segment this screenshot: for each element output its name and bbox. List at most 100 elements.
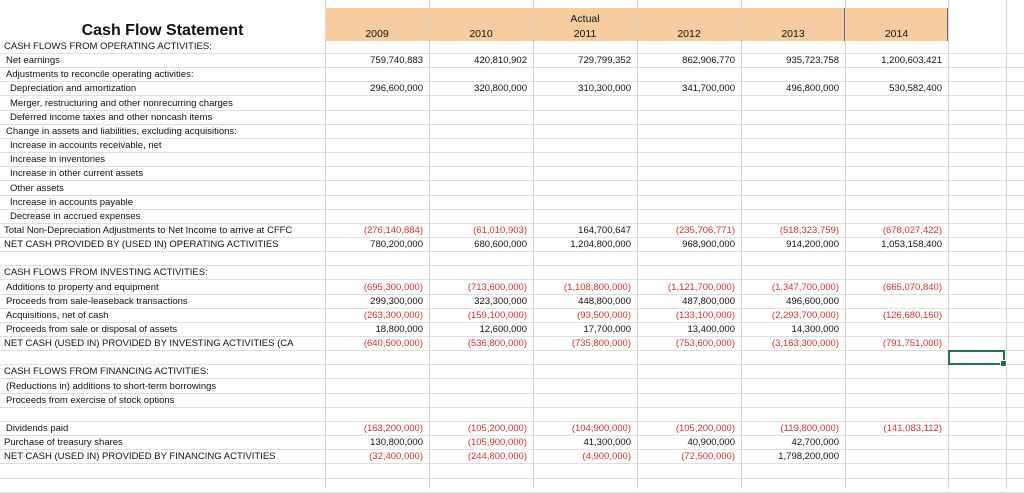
row-label[interactable]: Proceeds from exercise of stock options <box>6 394 175 406</box>
value-cell[interactable] <box>429 394 533 408</box>
value-cell[interactable] <box>325 210 429 224</box>
value-cell[interactable]: 496,800,000 <box>786 83 839 95</box>
value-cell[interactable] <box>429 365 533 379</box>
value-cell[interactable] <box>325 153 429 167</box>
value-cell[interactable] <box>637 111 741 125</box>
row-label[interactable]: Increase in accounts receivable, net <box>10 140 162 152</box>
value-cell[interactable]: 13,400,000 <box>687 324 735 335</box>
value-cell[interactable] <box>429 125 533 139</box>
value-cell[interactable] <box>429 465 533 479</box>
value-cell[interactable] <box>637 351 741 365</box>
value-cell[interactable] <box>637 167 741 181</box>
value-cell[interactable] <box>325 351 429 365</box>
value-cell[interactable] <box>741 111 845 125</box>
row-label[interactable]: NET CASH PROVIDED BY (USED IN) OPERATING… <box>4 239 279 251</box>
value-cell[interactable] <box>533 40 637 54</box>
row-label[interactable]: Proceeds from sale-leaseback transaction… <box>6 295 188 307</box>
value-cell[interactable] <box>325 380 429 394</box>
value-cell[interactable] <box>637 68 741 82</box>
row-label[interactable]: Additions to property and equipment <box>6 281 159 293</box>
value-cell[interactable] <box>533 266 637 280</box>
year-header-2011[interactable]: 2011 <box>573 28 597 40</box>
value-cell[interactable] <box>429 167 533 181</box>
row-label[interactable]: Increase in other current assets <box>10 168 144 180</box>
value-cell[interactable] <box>429 351 533 365</box>
value-cell[interactable] <box>429 40 533 54</box>
value-cell[interactable] <box>533 479 637 493</box>
value-cell[interactable] <box>637 40 741 54</box>
selected-cell[interactable] <box>948 350 1007 367</box>
value-cell[interactable]: (1,121,700,000) <box>667 281 735 293</box>
value-cell[interactable] <box>429 139 533 153</box>
row-label[interactable]: CASH FLOWS FROM FINANCING ACTIVITIES: <box>4 366 209 378</box>
value-cell[interactable]: 968,900,000 <box>682 239 735 251</box>
value-cell[interactable]: 323,300,000 <box>474 295 527 307</box>
row-label[interactable]: Dividends paid <box>6 423 69 435</box>
row-label[interactable]: Decrease in accrued expenses <box>10 210 141 222</box>
value-cell[interactable]: (126,680,160) <box>882 309 942 321</box>
value-cell[interactable] <box>741 182 845 196</box>
value-cell[interactable]: 341,700,000 <box>682 83 735 95</box>
value-cell[interactable] <box>325 97 429 111</box>
row-label[interactable]: Other assets <box>10 182 64 194</box>
value-cell[interactable] <box>429 252 533 266</box>
value-cell[interactable] <box>845 252 948 266</box>
value-cell[interactable] <box>845 196 948 210</box>
value-cell[interactable]: (263,300,000) <box>363 309 423 321</box>
value-cell[interactable] <box>533 139 637 153</box>
row-label[interactable]: CASH FLOWS FROM INVESTING ACTIVITIES: <box>4 267 208 279</box>
value-cell[interactable] <box>533 408 637 422</box>
value-cell[interactable] <box>845 111 948 125</box>
value-cell[interactable]: 310,300,000 <box>578 83 631 95</box>
value-cell[interactable]: 420,810,902 <box>474 55 527 67</box>
value-cell[interactable]: (105,200,000) <box>675 423 735 435</box>
value-cell[interactable] <box>533 380 637 394</box>
value-cell[interactable] <box>325 266 429 280</box>
value-cell[interactable] <box>845 479 948 493</box>
value-cell[interactable] <box>845 153 948 167</box>
value-cell[interactable] <box>845 125 948 139</box>
row-label[interactable] <box>4 408 324 422</box>
value-cell[interactable] <box>429 380 533 394</box>
value-cell[interactable]: 680,600,000 <box>474 239 527 251</box>
value-cell[interactable]: 14,300,000 <box>791 324 839 335</box>
row-label[interactable] <box>4 465 324 479</box>
value-cell[interactable] <box>741 210 845 224</box>
value-cell[interactable]: (32,400,000) <box>369 451 423 463</box>
value-cell[interactable] <box>637 465 741 479</box>
value-cell[interactable] <box>741 40 845 54</box>
value-cell[interactable] <box>533 210 637 224</box>
value-cell[interactable]: (141,083,112) <box>883 423 942 435</box>
row-label[interactable]: NET CASH (USED IN) PROVIDED BY INVESTING… <box>4 338 294 350</box>
value-cell[interactable]: 320,800,000 <box>474 83 527 95</box>
value-cell[interactable] <box>845 323 948 337</box>
value-cell[interactable] <box>741 97 845 111</box>
value-cell[interactable] <box>845 139 948 153</box>
value-cell[interactable] <box>637 182 741 196</box>
value-cell[interactable]: (518,323,759) <box>779 224 839 236</box>
value-cell[interactable]: 1,200,603,421 <box>881 55 942 67</box>
value-cell[interactable] <box>325 408 429 422</box>
row-label[interactable]: Net earnings <box>6 55 60 67</box>
row-label[interactable] <box>4 479 324 493</box>
value-cell[interactable] <box>741 252 845 266</box>
value-cell[interactable] <box>741 351 845 365</box>
row-label[interactable]: (Reductions in) additions to short-term … <box>6 380 217 392</box>
value-cell[interactable]: (235,706,771) <box>675 224 735 236</box>
value-cell[interactable]: (665,070,840) <box>882 281 942 293</box>
value-cell[interactable] <box>533 182 637 196</box>
value-cell[interactable]: (695,300,000) <box>363 281 423 293</box>
row-label[interactable]: Increase in accounts payable <box>10 196 134 208</box>
row-label[interactable]: Increase in inventories <box>10 154 106 166</box>
value-cell[interactable] <box>845 394 948 408</box>
value-cell[interactable] <box>533 97 637 111</box>
value-cell[interactable] <box>741 196 845 210</box>
value-cell[interactable] <box>845 266 948 280</box>
value-cell[interactable]: 780,200,000 <box>370 239 423 251</box>
row-label[interactable]: Proceeds from sale or disposal of assets <box>6 324 178 335</box>
value-cell[interactable] <box>533 394 637 408</box>
value-cell[interactable]: 299,300,000 <box>370 295 423 307</box>
value-cell[interactable]: 17,700,000 <box>583 324 631 335</box>
value-cell[interactable]: 12,600,000 <box>479 324 527 335</box>
